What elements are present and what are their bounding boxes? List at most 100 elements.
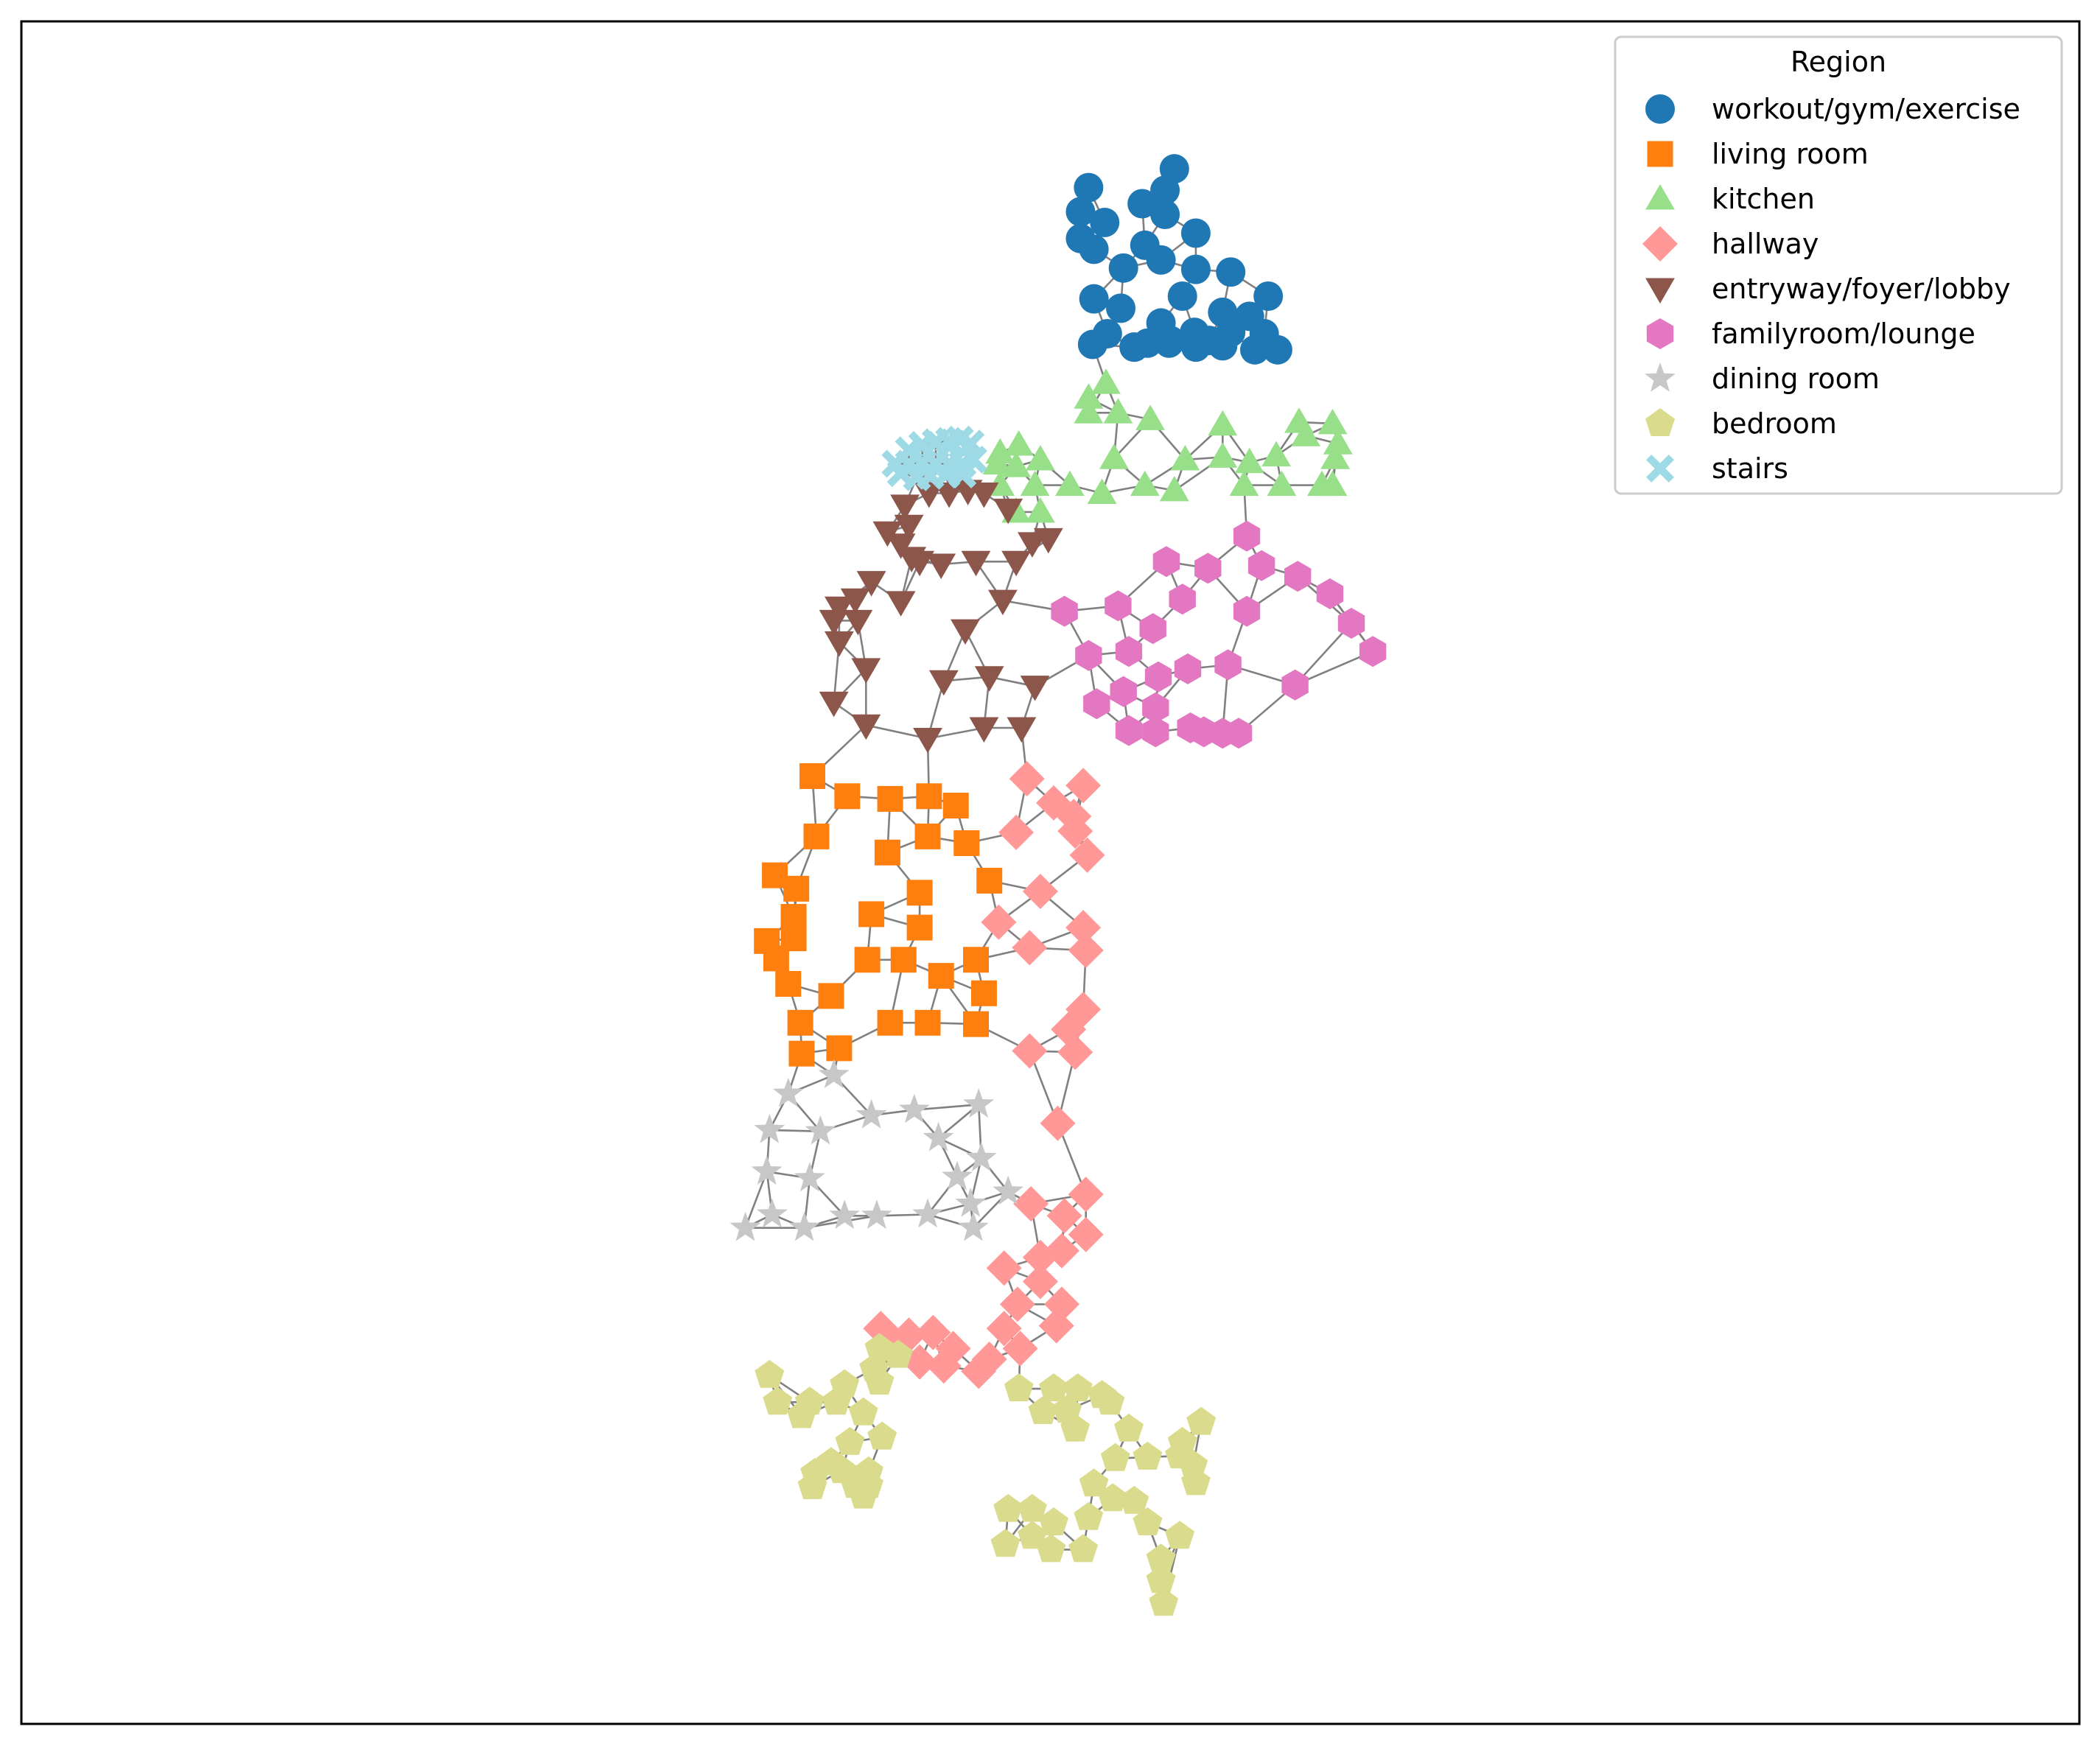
node-entryway — [825, 631, 854, 657]
node-living — [963, 947, 990, 973]
legend-marker-entryway — [1645, 278, 1675, 304]
legend-marker-hallway — [1642, 226, 1678, 262]
node-living — [854, 947, 881, 973]
legend-marker-workout — [1645, 94, 1675, 124]
node-living — [799, 762, 826, 789]
legend-title: Region — [1791, 46, 1886, 78]
node-bedroom — [822, 1386, 852, 1415]
node-hallway — [971, 1342, 1007, 1377]
node-living — [890, 947, 917, 973]
legend-marker-stairs — [1646, 455, 1674, 483]
node-family — [1233, 520, 1261, 552]
node-hallway — [1012, 930, 1048, 966]
node-workout — [1253, 281, 1284, 312]
node-dining — [955, 1188, 987, 1217]
node-family — [1152, 546, 1180, 578]
node-family — [1144, 661, 1172, 693]
node-hallway — [998, 814, 1035, 850]
node-entryway — [969, 483, 999, 508]
node-dining — [855, 1098, 887, 1129]
legend-marker-kitchen — [1645, 184, 1675, 210]
node-dining — [829, 1199, 861, 1230]
node-family — [1225, 718, 1253, 749]
node-entryway — [840, 588, 870, 614]
node-kitchen — [1004, 430, 1034, 456]
node-hallway — [915, 1314, 951, 1350]
node-hallway — [1068, 933, 1104, 968]
node-dining — [898, 1093, 930, 1123]
legend-entry-entryway: entryway/foyer/lobby — [1645, 273, 2011, 305]
graph-edge — [914, 1104, 979, 1111]
node-hallway — [986, 1311, 1022, 1347]
node-bedroom — [1095, 1386, 1125, 1415]
node-kitchen — [982, 449, 1012, 474]
node-workout — [1216, 257, 1246, 287]
node-hallway — [1022, 1263, 1058, 1300]
series-bedroom — [755, 1333, 1217, 1616]
node-bedroom — [816, 1447, 846, 1476]
node-bedroom — [1039, 1507, 1068, 1535]
legend-entry-dining: dining room — [1645, 362, 1880, 395]
node-kitchen — [1317, 408, 1348, 435]
node-workout — [1150, 200, 1180, 230]
node-dining — [963, 1088, 995, 1118]
node-entryway — [926, 553, 956, 579]
node-entryway — [1020, 676, 1050, 701]
node-living — [874, 839, 900, 866]
series-stairs — [881, 425, 987, 491]
node-entryway — [843, 609, 873, 636]
node-kitchen — [1025, 445, 1055, 471]
node-living — [914, 1009, 941, 1036]
node-bedroom — [848, 1397, 878, 1426]
node-kitchen — [1261, 441, 1291, 467]
node-hallway — [1046, 1198, 1082, 1234]
node-bedroom — [1146, 1543, 1176, 1572]
node-workout — [1127, 189, 1158, 219]
node-dining — [818, 1059, 850, 1089]
node-family — [1359, 636, 1387, 667]
node-entryway — [1033, 527, 1063, 554]
node-kitchen — [1025, 497, 1055, 523]
node-hallway — [1038, 1308, 1074, 1344]
legend-entries: workout/gym/exercise living room kitchen ha… — [1642, 93, 2020, 485]
node-bedroom — [1119, 1485, 1149, 1514]
node-bedroom — [1036, 1534, 1066, 1563]
node-entryway — [1001, 550, 1031, 577]
node-kitchen — [1103, 398, 1133, 424]
legend-label-dining: dining room — [1712, 362, 1880, 395]
legend: Region workout/gym/exercise living room ki… — [1614, 35, 2063, 495]
node-stairs — [948, 460, 977, 489]
legend-marker-family — [1646, 318, 1674, 349]
node-living — [834, 783, 861, 810]
node-entryway — [819, 691, 849, 718]
node-dining — [805, 1115, 836, 1145]
node-bedroom — [993, 1493, 1023, 1522]
node-workout — [1108, 253, 1138, 283]
node-workout — [1074, 172, 1104, 203]
node-dining — [958, 1211, 989, 1241]
node-kitchen — [1020, 470, 1050, 497]
node-bedroom — [1186, 1406, 1217, 1435]
node-bedroom — [990, 1529, 1021, 1557]
nodes-layer — [729, 154, 1387, 1616]
node-family — [1105, 590, 1132, 622]
node-entryway — [934, 483, 964, 508]
node-living — [775, 971, 802, 998]
node-bedroom — [787, 1400, 816, 1428]
node-workout — [1146, 245, 1176, 275]
node-workout — [1239, 334, 1270, 365]
node-family — [1214, 649, 1242, 681]
legend-label-hallway: hallway — [1712, 228, 1819, 260]
node-hallway — [999, 1286, 1035, 1322]
node-hallway — [1065, 910, 1102, 946]
node-living — [906, 880, 933, 906]
legend-entry-kitchen: kitchen — [1645, 183, 1815, 215]
node-family — [1142, 716, 1169, 748]
node-dining — [729, 1211, 761, 1241]
node-kitchen — [1159, 475, 1189, 502]
series-dining — [729, 1059, 1024, 1241]
node-living — [783, 875, 810, 902]
node-kitchen — [1130, 470, 1160, 497]
node-living — [763, 945, 789, 972]
node-kitchen — [1135, 404, 1165, 430]
